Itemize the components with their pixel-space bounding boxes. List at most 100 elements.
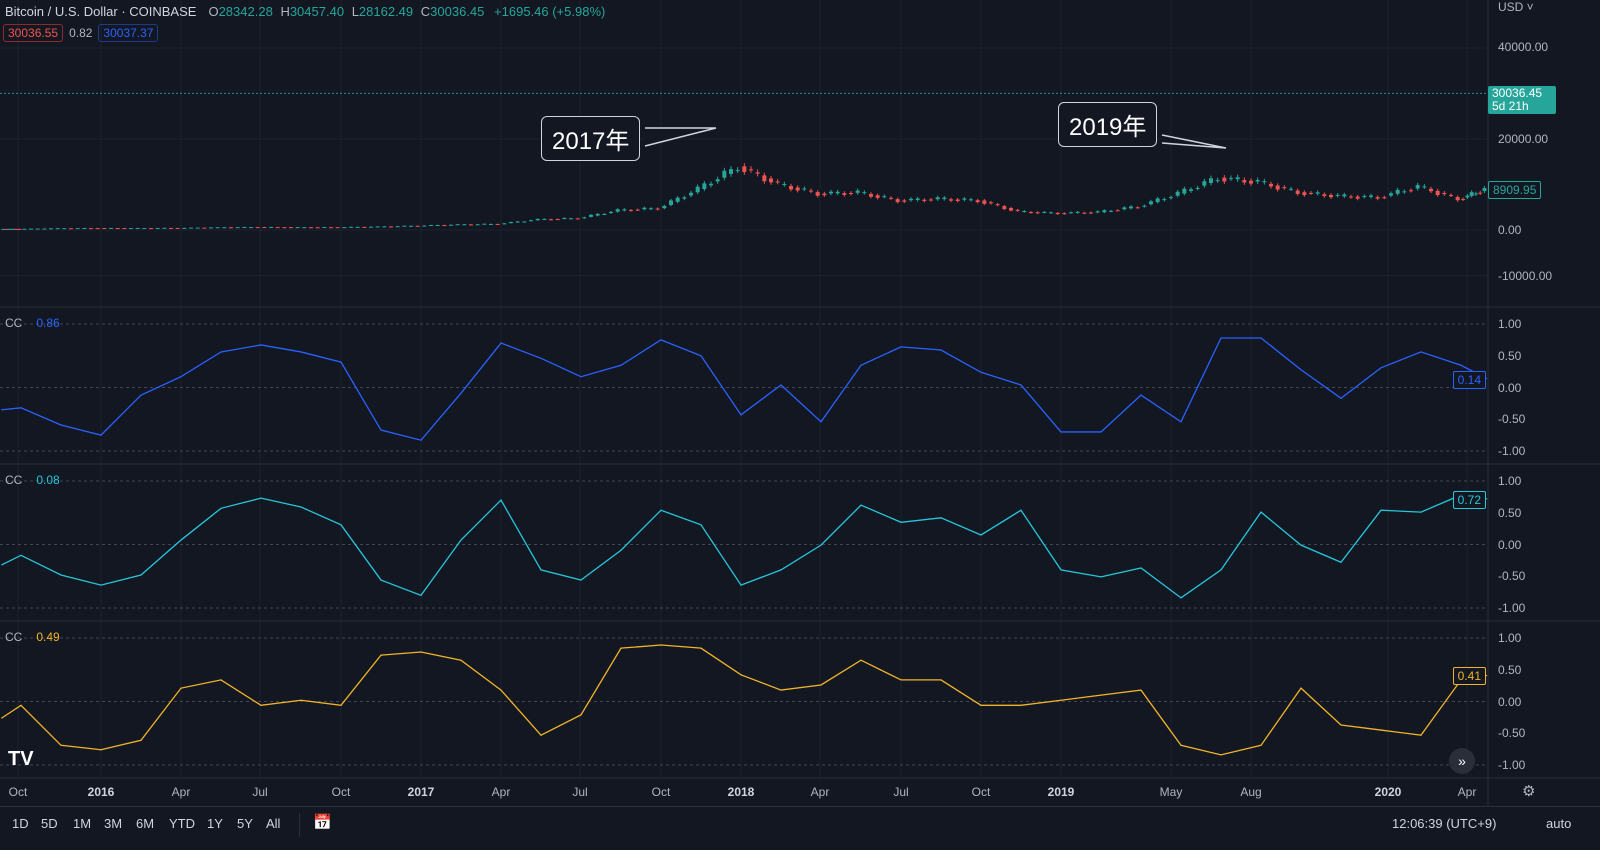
cc-point [1060, 431, 1062, 433]
candle-body [695, 186, 700, 193]
cc-point [620, 549, 622, 551]
candle-body [1309, 192, 1313, 194]
candle-body [1382, 197, 1387, 199]
candle-body [849, 192, 853, 194]
range-button-1y[interactable]: 1Y [207, 816, 223, 831]
candle-body [955, 199, 960, 202]
settings-gear-icon[interactable]: ⚙ [1522, 783, 1536, 800]
candle-body [1295, 190, 1300, 194]
candle-body [455, 224, 460, 226]
candle-body [29, 228, 33, 230]
candle-body [109, 227, 113, 229]
price-tick: 40000.00 [1498, 40, 1549, 54]
auto-scale-toggle[interactable]: auto [1546, 816, 1572, 831]
candle-body [1162, 199, 1167, 201]
candle-body [1122, 207, 1127, 210]
candle-body [82, 228, 87, 230]
candle-body [1129, 206, 1133, 209]
cc-point [900, 679, 902, 681]
candle-body [155, 228, 160, 230]
candle-body [1395, 189, 1400, 194]
candle-body [1015, 209, 1020, 211]
candle-body [1289, 188, 1293, 190]
time-axis-label: Apr [810, 785, 830, 799]
candle-body [302, 227, 307, 229]
range-button-3m[interactable]: 3M [104, 816, 123, 831]
symbol-title[interactable]: Bitcoin / U.S. Dollar · COINBASE [5, 4, 197, 19]
cc-point [260, 497, 262, 499]
candle-body [755, 172, 760, 174]
indicator-inputs: 30036.55 0.82 30037.37 [3, 24, 159, 42]
clock-time[interactable]: 12:06:39 (UTC+9) [1392, 816, 1497, 831]
cc-last-value-tag: 0.41 [1452, 667, 1486, 686]
cc-point [1340, 724, 1342, 726]
cc-point [1220, 569, 1222, 571]
candle-body [1055, 212, 1060, 215]
candle-body [542, 218, 547, 220]
cc-point [820, 684, 822, 686]
candle-body [309, 227, 313, 229]
blue-value-box[interactable]: 30037.37 [98, 24, 159, 42]
red-value-box[interactable]: 30036.55 [3, 24, 64, 42]
candle-body [1335, 194, 1340, 196]
time-axis-label: Apr [171, 785, 191, 799]
cc-point [1060, 699, 1062, 701]
cc-pane-label[interactable]: CC 0.49 [5, 630, 60, 644]
cc-point [620, 647, 622, 649]
range-button-5y[interactable]: 5Y [237, 816, 253, 831]
range-button-1m[interactable]: 1M [73, 816, 92, 831]
cc-axis-tick: 1.00 [1498, 631, 1522, 645]
range-button-5d[interactable]: 5D [41, 816, 58, 831]
candle-body [329, 227, 333, 229]
candle-body [935, 197, 940, 200]
callout-2017[interactable]: 2017年 [541, 116, 641, 161]
candle-body [395, 226, 400, 228]
cc-point [1380, 367, 1382, 369]
range-button-1d[interactable]: 1D [12, 816, 29, 831]
goto-date-calendar-icon[interactable]: 📅 [313, 814, 332, 831]
candle-body [369, 226, 373, 228]
cc-point [1180, 744, 1182, 746]
callout-2019[interactable]: 2019年 [1058, 102, 1158, 147]
candle-body [562, 217, 567, 219]
range-button-ytd[interactable]: YTD [169, 816, 195, 831]
candle-body [202, 227, 207, 229]
cc-point [1020, 704, 1022, 706]
cc-point [1100, 576, 1102, 578]
candle-body [235, 227, 240, 229]
cc-axis-tick: 0.50 [1498, 348, 1522, 363]
candle-body [462, 224, 467, 226]
candle-body [1315, 192, 1320, 194]
candle-body [62, 228, 67, 230]
cc-point [660, 339, 662, 341]
time-axis-label: 2020 [1374, 785, 1402, 799]
candle-body [1375, 197, 1380, 199]
cc-point [1486, 378, 1488, 380]
scroll-to-realtime-button[interactable]: » [1449, 748, 1475, 774]
candle-body [722, 170, 727, 178]
candle-body [1049, 212, 1053, 214]
cc-point [300, 351, 302, 353]
range-button-all[interactable]: All [266, 816, 281, 831]
cc-point [100, 584, 102, 586]
candle-body [762, 175, 767, 182]
range-button-6m[interactable]: 6M [136, 816, 155, 831]
cc-point [60, 744, 62, 746]
cc-point [260, 704, 262, 706]
cc-pane-label[interactable]: CC 0.86 [5, 316, 60, 330]
cc-point [780, 689, 782, 691]
chart-canvas[interactable] [0, 0, 1600, 806]
currency-selector[interactable]: USD ˅ [1498, 0, 1534, 14]
cc-point [1060, 569, 1062, 571]
time-axis-label: May [1159, 785, 1183, 799]
cc-pane-label[interactable]: CC 0.08 [5, 473, 60, 487]
candle-body [869, 193, 873, 197]
candle-body [1109, 210, 1113, 212]
cc-point [940, 679, 942, 681]
candle-body [1269, 183, 1273, 187]
cc-point [540, 569, 542, 571]
candle-body [1362, 195, 1367, 197]
time-axis-label: Oct [8, 785, 28, 799]
cc-line-2 [1, 494, 1487, 599]
candle-body [769, 178, 773, 183]
